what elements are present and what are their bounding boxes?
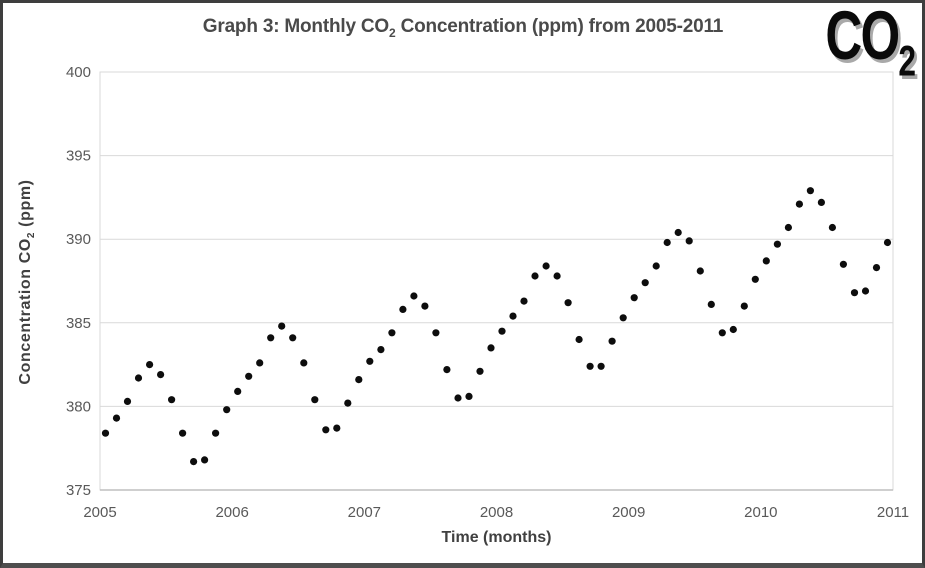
x-tick-label-2008: 2008 (480, 504, 513, 521)
data-point (597, 362, 605, 370)
data-point (850, 289, 859, 297)
data-point (586, 362, 594, 370)
data-point (729, 325, 737, 334)
data-point (256, 359, 264, 367)
data-point (179, 429, 187, 437)
data-point (245, 372, 253, 380)
y-tick-label-385: 385 (66, 315, 91, 332)
data-point (828, 223, 837, 232)
data-point (487, 344, 495, 352)
data-point (421, 302, 429, 310)
data-point (410, 292, 418, 300)
data-point (344, 399, 352, 407)
data-point (817, 198, 826, 206)
data-point (432, 329, 440, 337)
co2-logo-text: CO (825, 0, 900, 75)
data-point (795, 200, 804, 208)
data-point (377, 346, 385, 354)
data-point (685, 237, 693, 245)
plot-area-border (99, 71, 894, 491)
data-point (123, 397, 132, 405)
data-point (333, 424, 341, 432)
data-point (223, 406, 231, 414)
chart-canvas: 375 380 385 390 395 400 2005 2006 2007 2008 2009 20… (66, 64, 909, 521)
data-point (322, 426, 330, 434)
data-point (212, 429, 220, 437)
chart-title: Graph 3: Monthly CO2 Concentration (ppm)… (63, 16, 863, 40)
data-point (542, 262, 550, 270)
data-point (146, 361, 154, 369)
data-point (641, 279, 649, 287)
data-point (388, 329, 396, 337)
data-point (267, 334, 275, 342)
data-point (454, 394, 462, 402)
x-tick-label-2006: 2006 (215, 504, 248, 521)
x-tick-label-2007: 2007 (348, 504, 381, 521)
data-point (355, 376, 363, 384)
data-point (498, 327, 506, 335)
data-point (784, 223, 793, 232)
data-point (157, 371, 165, 379)
data-point (696, 267, 704, 275)
data-point (201, 456, 209, 464)
co2-logo-subscript: 2 (898, 36, 916, 85)
data-point (531, 272, 539, 280)
data-point (707, 300, 715, 308)
data-point (861, 287, 870, 295)
data-point (718, 329, 726, 337)
data-point (234, 387, 242, 395)
data-point (773, 240, 782, 248)
data-point (366, 357, 374, 365)
chart-title-text-2: Concentration (ppm) from 2005-2011 (395, 16, 724, 37)
data-point (762, 257, 770, 265)
data-point (300, 359, 308, 367)
x-axis-title: Time (months) (441, 529, 552, 546)
chart-title-text: Graph 3: Monthly CO (202, 16, 389, 37)
data-point (134, 374, 143, 382)
y-tick-label-380: 380 (66, 398, 91, 415)
y-tick-label-390: 390 (66, 231, 91, 248)
data-point (278, 322, 286, 330)
chart-title-subscript: 2 (389, 25, 396, 40)
data-point (608, 337, 616, 345)
x-tick-label-2005: 2005 (83, 504, 116, 521)
data-point (883, 238, 892, 247)
data-point (674, 228, 682, 237)
y-tick-label-400: 400 (66, 64, 91, 81)
data-point (619, 314, 627, 322)
data-point (663, 238, 671, 247)
data-point (839, 260, 848, 268)
data-point (520, 297, 528, 305)
data-point (168, 396, 176, 404)
data-point (190, 458, 198, 466)
co2-logo: CO2 (825, 0, 916, 95)
y-tick-label-375: 375 (66, 482, 91, 499)
x-tick-label-2009: 2009 (612, 504, 645, 521)
data-point (553, 272, 561, 280)
data-point (652, 262, 660, 270)
data-point (564, 299, 572, 307)
data-point (443, 366, 451, 374)
data-point (509, 312, 517, 320)
x-tick-label-2010: 2010 (744, 504, 777, 521)
data-point (872, 264, 881, 272)
data-point (740, 302, 748, 310)
data-point (630, 294, 638, 302)
data-point (751, 275, 759, 283)
data-point (112, 414, 121, 422)
data-point (101, 429, 110, 437)
y-tick-label-395: 395 (66, 148, 91, 165)
data-point (476, 367, 484, 375)
x-tick-label-2011: 2011 (877, 504, 909, 521)
data-point (399, 305, 407, 313)
data-point (311, 396, 319, 404)
data-point (289, 334, 297, 342)
data-point (465, 392, 473, 400)
data-point (575, 335, 583, 344)
data-point (806, 187, 815, 195)
